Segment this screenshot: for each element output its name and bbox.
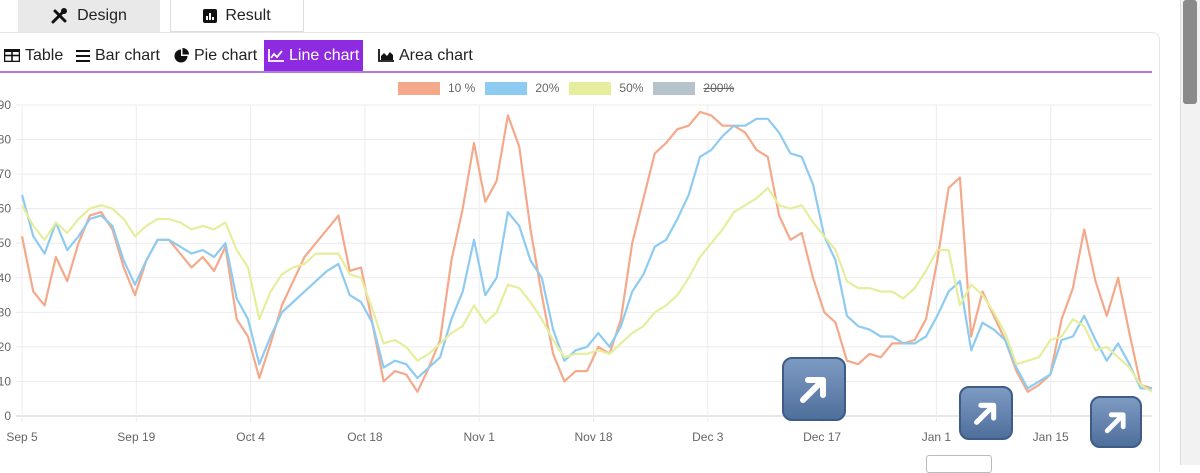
y-tick-label: 40 (0, 271, 11, 285)
y-tick-label: 60 (0, 202, 11, 216)
tab-table[interactable]: Table (0, 40, 67, 71)
tab-line-chart[interactable]: Line chart (264, 40, 364, 71)
y-tick-label: 80 (0, 133, 11, 147)
area-chart-icon (378, 49, 394, 62)
line-chart: 0 10 20 30 40 50 60 70 80 90 Sep 5 Sep 19 Oct 4 Oct … (0, 98, 1153, 444)
x-tick-label: Jan 15 (1033, 430, 1069, 444)
x-tick-label: Oct 18 (347, 430, 383, 444)
y-tick-label: 90 (0, 98, 11, 112)
up-right-arrow-icon (1090, 396, 1142, 448)
y-tick-label: 50 (0, 236, 11, 250)
tab-bar-chart[interactable]: Bar chart (72, 40, 164, 71)
legend-swatch-10 (398, 81, 440, 95)
x-tick-label: Nov 1 (464, 430, 496, 444)
legend-swatch-50 (569, 81, 612, 95)
up-right-arrow-icon (959, 386, 1013, 440)
report-icon (203, 8, 218, 23)
scrollbar[interactable] (1180, 0, 1200, 465)
up-right-arrow-icon (782, 357, 846, 421)
tab-bar-chart-label: Bar chart (95, 46, 160, 64)
series-line-1 (20, 117, 1152, 390)
tab-pie-chart[interactable]: Pie chart (170, 40, 261, 71)
x-tick-label: Sep 19 (117, 430, 155, 444)
legend-swatch-200 (653, 81, 696, 95)
y-tick-label: 0 (4, 409, 11, 423)
x-tick-label: Jan 1 (922, 430, 952, 444)
table-icon (4, 49, 20, 62)
tab-design[interactable]: Design (18, 0, 160, 32)
result-card (0, 32, 1160, 472)
tab-result-label: Result (225, 6, 271, 24)
tab-table-label: Table (25, 46, 64, 64)
legend-swatch-20 (485, 81, 528, 95)
x-tick-label: Oct 4 (236, 430, 265, 444)
x-tick-label: Nov 18 (574, 430, 612, 444)
bars-icon (76, 49, 90, 62)
legend-label-20: 20% (535, 81, 560, 95)
legend-label-50: 50% (619, 81, 644, 95)
tab-pie-chart-label: Pie chart (194, 46, 258, 64)
tab-design-label: Design (77, 7, 127, 24)
series-line-2 (21, 186, 1153, 393)
tab-area-chart-label: Area chart (399, 46, 473, 64)
tab-result[interactable]: Result (170, 0, 304, 32)
legend-label-200: 200% (703, 81, 735, 95)
line-chart-icon (268, 49, 284, 62)
legend-item-20[interactable]: 20% (485, 81, 559, 95)
y-tick-label: 20 (0, 340, 11, 354)
bottom-input[interactable] (926, 455, 992, 473)
y-tick-label: 10 (0, 374, 11, 388)
chart-legend: 10 % 20% 50% 200% (398, 79, 744, 97)
pie-icon (174, 48, 189, 63)
x-tick-label: Sep 5 (6, 430, 38, 444)
scrollbar-thumb[interactable] (1183, 0, 1197, 104)
bottom-controls (926, 455, 992, 473)
tools-icon (51, 8, 68, 24)
legend-item-10[interactable]: 10 % (398, 81, 475, 95)
x-tick-label: Dec 3 (692, 430, 724, 444)
legend-item-200[interactable]: 200% (653, 81, 734, 95)
chart-type-tabs: Table Bar chart Pie chart Line chart Are… (0, 40, 1152, 73)
y-tick-label: 70 (0, 167, 11, 181)
tab-area-chart[interactable]: Area chart (374, 40, 477, 71)
legend-label-10: 10 % (448, 81, 476, 95)
y-tick-label: 30 (0, 305, 11, 319)
series-line-0 (20, 110, 1153, 393)
x-tick-label: Dec 17 (803, 430, 841, 444)
legend-item-50[interactable]: 50% (569, 81, 643, 95)
tab-line-chart-label: Line chart (289, 46, 360, 64)
